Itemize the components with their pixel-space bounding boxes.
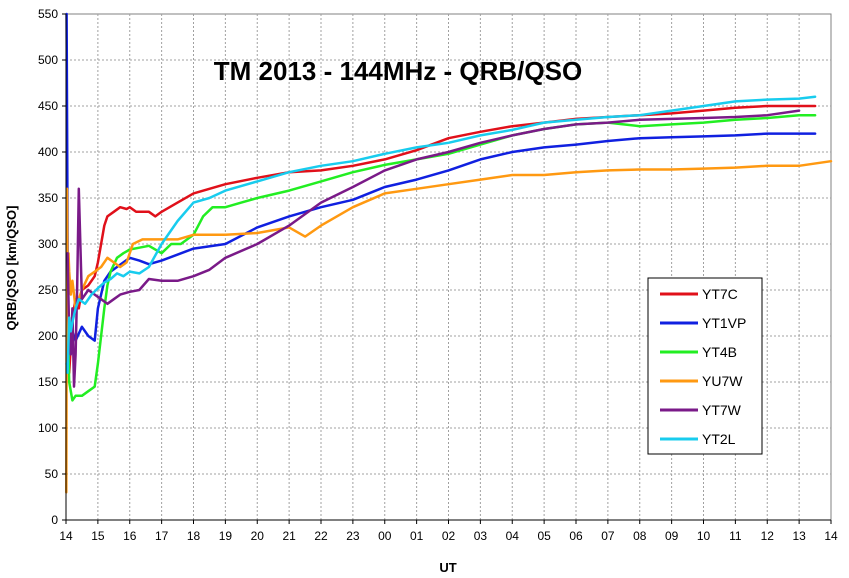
y-tick-label: 200 [38,329,58,343]
y-axis-title: QRB/QSO [km/QSO] [4,206,19,331]
x-tick-label: 13 [792,529,806,543]
y-tick-label: 300 [38,237,58,251]
x-tick-label: 20 [251,529,265,543]
legend: YT7C YT1VP YT4B YU7W YT7W YT2L [647,277,763,455]
x-tick-label: 11 [729,529,742,543]
x-tick-label: 06 [569,529,583,543]
legend-label-yt7w: YT7W [702,402,742,418]
x-tick-label: 02 [442,529,456,543]
x-tick-label: 01 [410,529,424,543]
x-tick-label: 14 [59,529,73,543]
legend-box [647,277,763,455]
x-tick-label: 04 [506,529,520,543]
y-tick-label: 0 [51,513,58,527]
x-tick-label: 05 [537,529,551,543]
x-tick-label: 16 [123,529,137,543]
x-tick-label: 18 [187,529,201,543]
y-tick-label: 350 [38,191,58,205]
y-tick-label: 550 [38,7,58,21]
x-tick-label: 07 [601,529,615,543]
series-line-yt7w [66,109,801,388]
legend-label-yt2l: YT2L [702,431,736,447]
series-line-yt1vp [65,12,817,347]
x-tick-label: 14 [824,529,838,543]
legend-label-yt1vp: YT1VP [702,315,746,331]
series-line-yt2l [65,95,817,375]
legend-label-yu7w: YU7W [702,373,743,389]
legend-label-yt7c: YT7C [702,286,738,302]
chart-title: TM 2013 - 144MHz - QRB/QSO [214,56,582,86]
y-tick-label: 150 [38,375,58,389]
x-tick-label: 21 [282,529,296,543]
x-tick-label: 23 [346,529,360,543]
x-tick-label: 08 [633,529,647,543]
y-tick-label: 450 [38,99,58,113]
series-lines [65,12,833,494]
x-tick-label: 22 [314,529,328,543]
y-tick-label: 100 [38,421,58,435]
y-tick-label: 400 [38,145,58,159]
y-tick-label: 50 [45,467,59,481]
x-axis-title: UT [439,560,456,575]
x-tick-label: 03 [474,529,488,543]
x-tick-label: 09 [665,529,679,543]
x-tick-label: 17 [155,529,169,543]
x-tick-label: 00 [378,529,392,543]
y-tick-label: 250 [38,283,58,297]
x-tick-label: 15 [91,529,105,543]
legend-label-yt4b: YT4B [702,344,737,360]
y-tick-label: 500 [38,53,58,67]
x-tick-label: 19 [219,529,233,543]
x-tick-label: 10 [697,529,711,543]
x-tick-label: 12 [761,529,775,543]
